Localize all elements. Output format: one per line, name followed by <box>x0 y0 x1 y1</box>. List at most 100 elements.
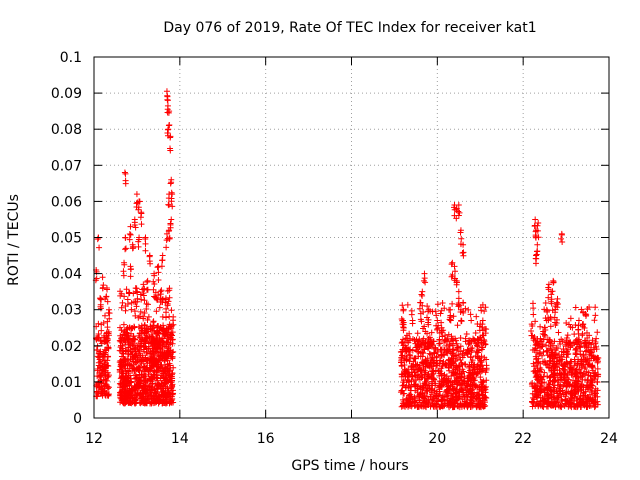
data-point <box>455 212 462 219</box>
data-point <box>140 313 147 320</box>
data-point <box>120 272 127 279</box>
data-point <box>447 306 454 313</box>
data-point <box>559 238 566 245</box>
data-point <box>482 369 489 376</box>
data-point <box>425 308 432 315</box>
data-point <box>563 347 570 354</box>
data-point <box>471 377 478 384</box>
data-point <box>151 272 158 279</box>
data-point <box>472 330 479 337</box>
data-point <box>416 393 423 400</box>
data-point <box>577 351 584 358</box>
data-point <box>568 390 575 397</box>
data-point <box>561 377 568 384</box>
data-point <box>546 338 553 345</box>
data-point <box>142 247 149 254</box>
data-point <box>415 403 422 410</box>
data-point <box>124 301 131 308</box>
data-point <box>546 381 553 388</box>
data-point <box>585 394 592 401</box>
data-point <box>130 340 137 347</box>
data-point <box>135 385 142 392</box>
data-point <box>585 361 592 368</box>
data-point <box>122 234 129 241</box>
data-point <box>144 317 151 324</box>
data-point <box>412 395 419 402</box>
data-point <box>592 304 599 311</box>
data-point <box>528 321 535 328</box>
data-point <box>121 361 128 368</box>
data-point <box>151 389 158 396</box>
data-point <box>124 351 131 358</box>
data-point <box>167 134 174 141</box>
data-point <box>126 361 133 368</box>
data-point <box>132 353 139 360</box>
data-point <box>452 377 459 384</box>
data-point <box>138 296 145 303</box>
data-point <box>468 349 475 356</box>
data-point <box>403 356 410 363</box>
data-point <box>156 304 163 311</box>
data-point <box>589 349 596 356</box>
data-point <box>536 344 543 351</box>
y-tick-label: 0 <box>73 411 82 427</box>
data-point <box>571 362 578 369</box>
data-point <box>169 329 176 336</box>
data-point <box>127 231 134 238</box>
data-point <box>579 323 586 330</box>
data-point <box>456 393 463 400</box>
data-point <box>458 235 465 242</box>
data-point <box>479 332 486 339</box>
data-point <box>549 288 556 295</box>
data-point <box>537 323 544 330</box>
data-point <box>545 339 552 346</box>
data-point <box>441 337 448 344</box>
data-point <box>547 353 554 360</box>
data-point <box>159 313 166 320</box>
data-point <box>585 369 592 376</box>
data-point <box>118 304 125 311</box>
data-point <box>548 394 555 401</box>
data-point <box>422 328 429 335</box>
data-point <box>579 362 586 369</box>
data-point <box>401 370 408 377</box>
data-point <box>148 399 155 406</box>
data-point <box>432 308 439 315</box>
data-point <box>169 391 176 398</box>
data-point <box>419 292 426 299</box>
data-point <box>463 331 470 338</box>
data-point <box>99 274 106 281</box>
data-point <box>586 304 593 311</box>
data-point <box>100 370 107 377</box>
data-point <box>429 368 436 375</box>
data-point <box>569 371 576 378</box>
data-point <box>543 317 550 324</box>
data-point <box>594 371 601 378</box>
data-point <box>463 386 470 393</box>
data-point <box>551 346 558 353</box>
data-point <box>418 372 425 379</box>
data-point <box>549 360 556 367</box>
data-point <box>563 390 570 397</box>
data-point <box>460 300 467 307</box>
data-point <box>438 397 445 404</box>
data-points <box>92 88 602 411</box>
data-point <box>101 312 108 319</box>
data-point <box>457 306 464 313</box>
data-point <box>458 318 465 325</box>
data-point <box>466 339 473 346</box>
data-point <box>549 402 556 409</box>
data-point <box>433 353 440 360</box>
y-tick-label: 0.03 <box>51 303 82 319</box>
data-point <box>564 351 571 358</box>
data-point <box>418 291 425 298</box>
data-point <box>105 372 112 379</box>
data-point <box>552 403 559 410</box>
data-point <box>153 308 160 315</box>
data-point <box>558 374 565 381</box>
data-point <box>132 224 139 231</box>
data-point <box>128 306 135 313</box>
data-point <box>104 385 111 392</box>
data-point <box>442 332 449 339</box>
